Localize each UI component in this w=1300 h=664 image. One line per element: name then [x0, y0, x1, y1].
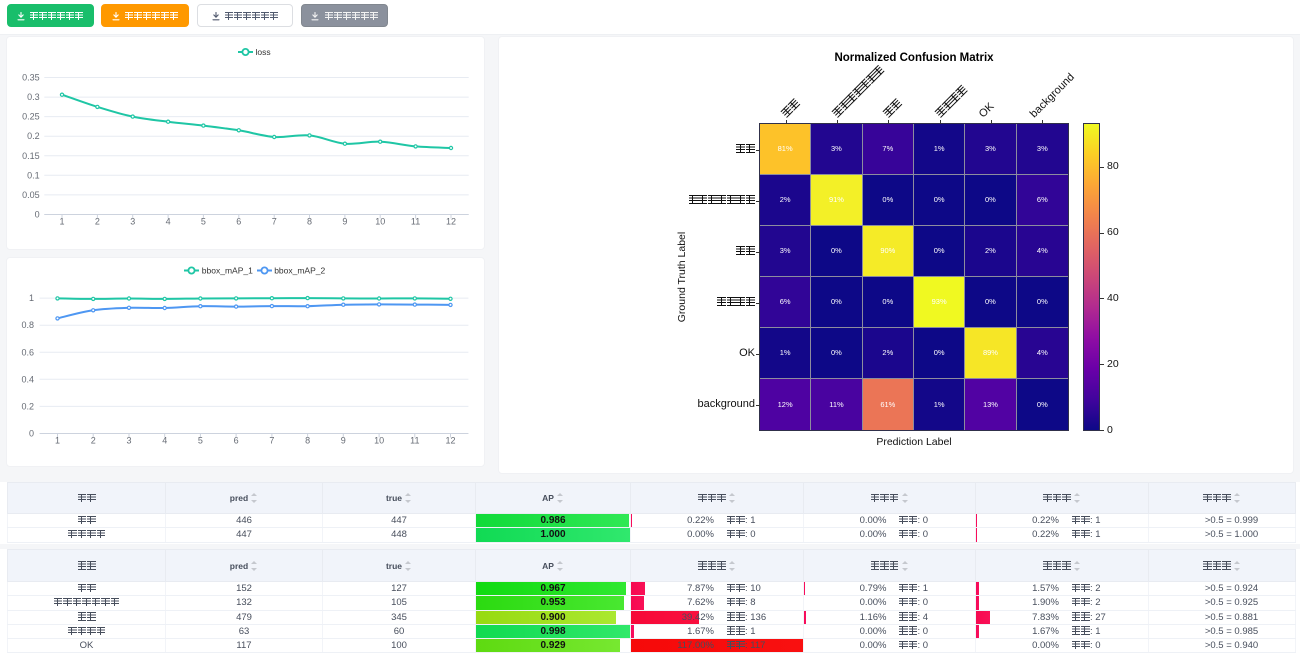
svg-text:7: 7 — [272, 217, 277, 227]
svg-text:12: 12 — [446, 217, 456, 227]
svg-text:7: 7 — [269, 436, 274, 446]
svg-text:9: 9 — [341, 436, 346, 446]
svg-text:2: 2 — [95, 217, 100, 227]
svg-text:0.6: 0.6 — [21, 347, 34, 357]
svg-text:3: 3 — [130, 217, 135, 227]
svg-text:6: 6 — [236, 217, 241, 227]
svg-text:4: 4 — [166, 217, 171, 227]
svg-text:0.15: 0.15 — [22, 151, 40, 161]
svg-text:loss: loss — [256, 47, 271, 57]
svg-text:9: 9 — [342, 217, 347, 227]
svg-text:3: 3 — [126, 436, 131, 446]
svg-text:bbox_mAP_2: bbox_mAP_2 — [274, 266, 325, 276]
svg-text:5: 5 — [201, 217, 206, 227]
svg-text:0.35: 0.35 — [22, 73, 40, 83]
svg-text:2: 2 — [91, 436, 96, 446]
svg-text:11: 11 — [411, 217, 420, 227]
svg-text:1: 1 — [59, 217, 64, 227]
svg-text:8: 8 — [307, 217, 312, 227]
svg-text:bbox_mAP_1: bbox_mAP_1 — [202, 266, 253, 276]
svg-text:0.25: 0.25 — [22, 112, 40, 122]
svg-text:4: 4 — [162, 436, 167, 446]
svg-text:11: 11 — [410, 436, 419, 446]
svg-text:0: 0 — [35, 210, 40, 220]
svg-text:1: 1 — [29, 293, 34, 303]
svg-text:0.2: 0.2 — [21, 401, 34, 411]
svg-text:5: 5 — [198, 436, 203, 446]
svg-text:12: 12 — [445, 436, 455, 446]
svg-text:0.3: 0.3 — [27, 92, 40, 102]
svg-text:0.2: 0.2 — [27, 131, 40, 141]
svg-text:1: 1 — [55, 436, 60, 446]
svg-text:0.4: 0.4 — [21, 374, 34, 384]
svg-text:0.05: 0.05 — [22, 190, 40, 200]
svg-text:0: 0 — [29, 429, 34, 439]
svg-text:10: 10 — [375, 217, 385, 227]
svg-text:8: 8 — [305, 436, 310, 446]
svg-text:0.8: 0.8 — [21, 320, 34, 330]
svg-text:6: 6 — [234, 436, 239, 446]
svg-text:0.1: 0.1 — [27, 170, 40, 180]
svg-text:10: 10 — [374, 436, 384, 446]
